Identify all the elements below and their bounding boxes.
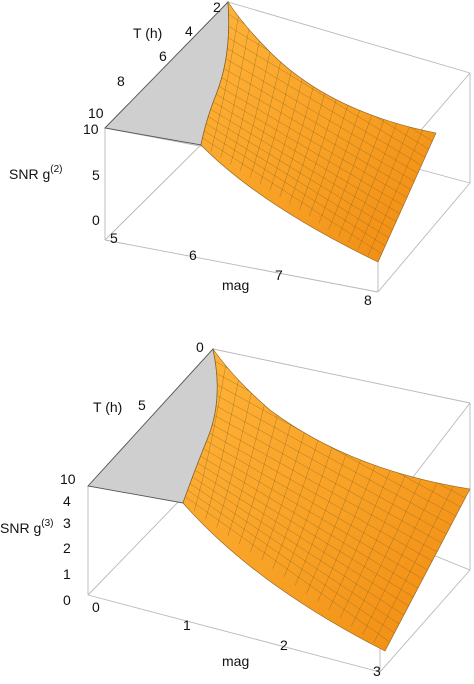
y-axis-label: T (h) [133, 25, 162, 41]
z-tick-label: 4 [63, 493, 71, 509]
mesh-line [283, 418, 342, 578]
z-tick-label: 10 [83, 121, 99, 137]
x-tick-label: 7 [275, 267, 283, 283]
mesh-line [205, 364, 242, 520]
x-tick-label: 0 [92, 599, 100, 615]
x-tick-label: 2 [280, 637, 288, 653]
y-tick-label: 10 [60, 471, 76, 487]
y-tick-label: 5 [138, 397, 146, 413]
mesh-line [210, 9, 240, 152]
mesh-line [294, 426, 357, 586]
mesh-line [240, 31, 275, 172]
y-tick-label: 4 [185, 23, 193, 39]
chart-panel-2: 0 1 2 3 mag 0 5 10 T (h) 4 3 2 1 0 SNR g… [0, 339, 471, 679]
mesh-line [338, 103, 391, 237]
mesh-line [348, 111, 402, 243]
mesh-line [358, 118, 414, 250]
mesh-line [306, 434, 371, 594]
y-tick-label: 6 [159, 48, 167, 64]
mesh-line [318, 89, 367, 224]
mesh-line [238, 387, 285, 545]
mesh-line [259, 45, 298, 185]
mesh-line [373, 481, 456, 643]
z-tick-label: 2 [63, 540, 71, 556]
mesh-line [216, 372, 257, 528]
chart-panel-1: 5 6 7 8 mag 2 4 6 8 10 T (h) 10 5 0 SNR … [9, 0, 471, 308]
mesh-line [328, 96, 379, 230]
y-axis-label: T (h) [93, 399, 122, 415]
mesh-line [317, 442, 385, 602]
mesh-line [230, 23, 263, 165]
x-axis-label: mag [222, 277, 249, 293]
mesh-line [339, 457, 414, 619]
axes-1: 5 6 7 8 mag 2 4 6 8 10 T (h) 10 5 0 SNR … [9, 0, 372, 308]
z-tick-label: 3 [63, 515, 71, 531]
mesh-line [328, 450, 399, 610]
mesh-line [250, 395, 299, 553]
x-tick-label: 3 [373, 663, 381, 679]
z-axis-label: SNR g(2) [9, 164, 62, 182]
surface-mesh-1 [202, 9, 433, 256]
z-tick-label: 0 [92, 212, 100, 228]
z-axis-label: SNR g(3) [0, 518, 53, 536]
x-tick-label: 1 [183, 617, 191, 633]
mesh-line [220, 16, 252, 159]
z-tick-label: 1 [63, 566, 71, 582]
mesh-line [227, 380, 271, 536]
mesh-line [367, 125, 425, 256]
mesh-line [193, 356, 228, 512]
z-tick-label: 0 [63, 592, 71, 608]
y-tick-label: 10 [88, 105, 104, 121]
y-tick-label: 2 [213, 0, 221, 15]
x-tick-label: 8 [364, 292, 372, 308]
x-axis-label: mag [222, 653, 249, 669]
x-tick-label: 6 [189, 247, 197, 263]
y-tick-label: 8 [117, 73, 125, 89]
mesh-line [249, 38, 287, 178]
mesh-line [308, 82, 356, 217]
mesh-line [362, 473, 442, 635]
x-tick-label: 5 [110, 230, 118, 246]
axes-2: 0 1 2 3 mag 0 5 10 T (h) 4 3 2 1 0 SNR g… [0, 339, 381, 679]
z-tick-label: 5 [92, 167, 100, 183]
mesh-line [351, 465, 428, 627]
y-tick-label: 0 [196, 339, 204, 355]
